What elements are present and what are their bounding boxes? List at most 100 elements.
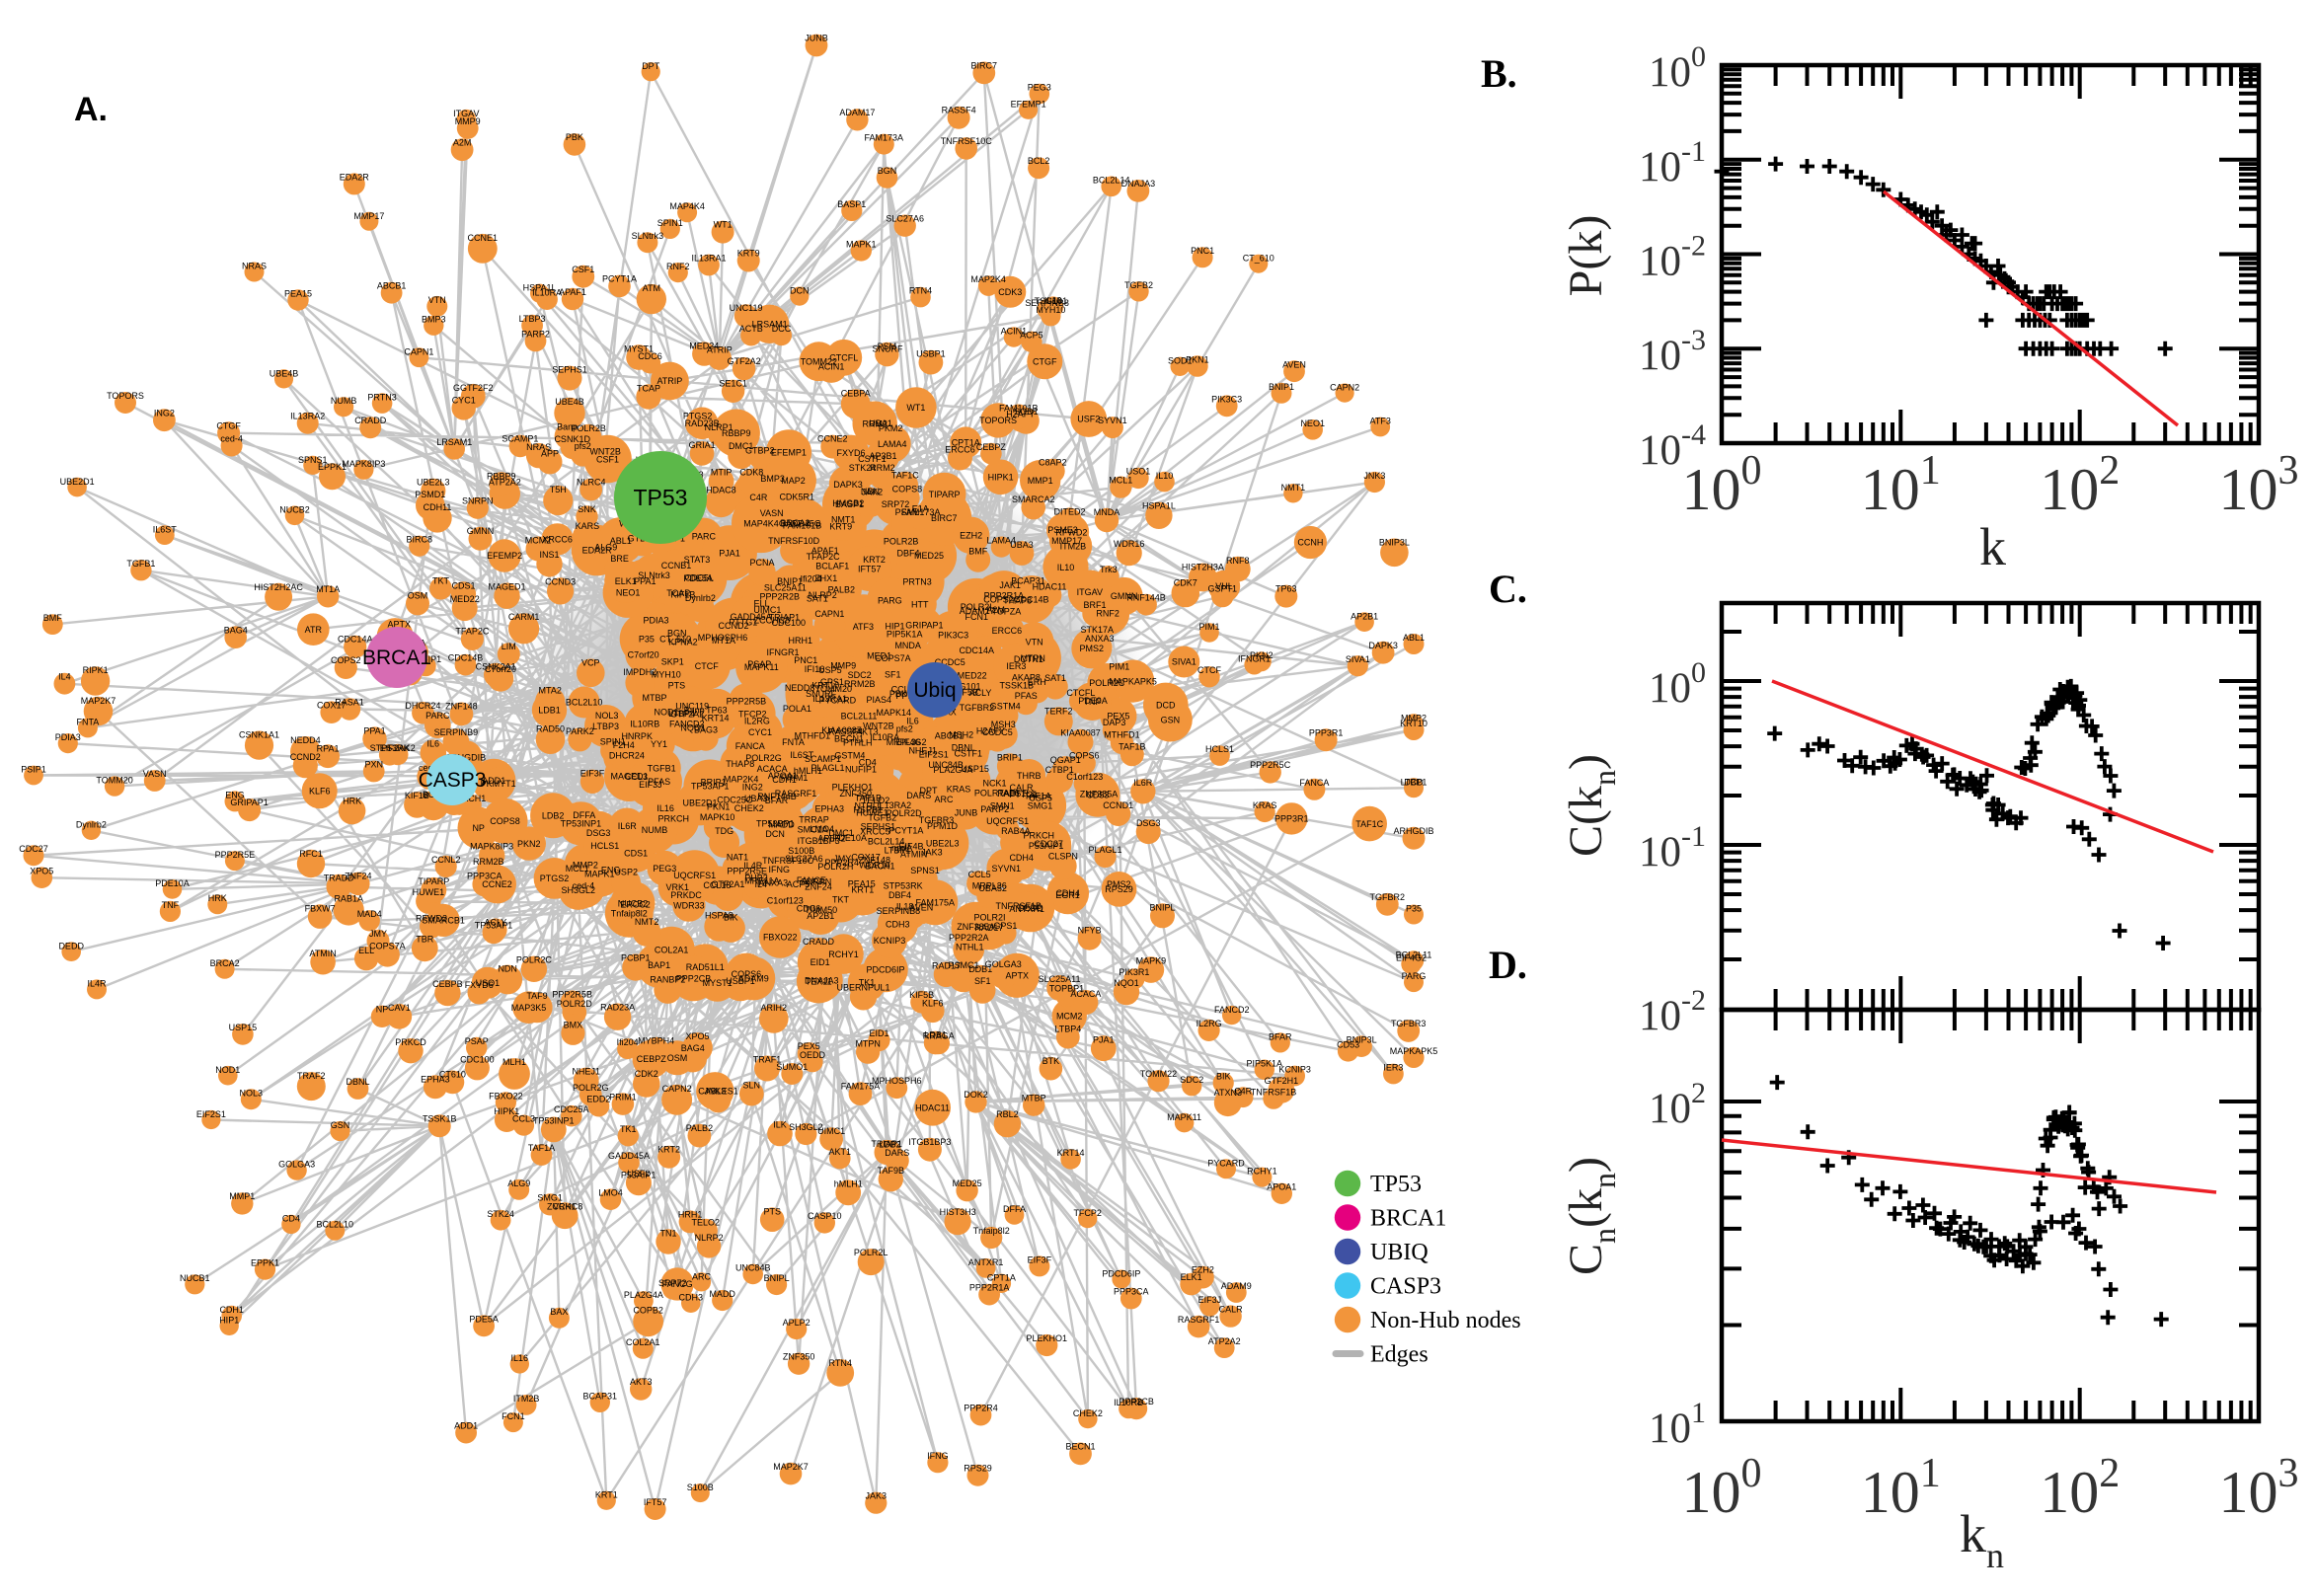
svg-text:OSM: OSM	[408, 591, 428, 601]
svg-text:BAX: BAX	[550, 1307, 568, 1317]
svg-text:PLEKHO1: PLEKHO1	[1027, 1333, 1068, 1343]
svg-text:BRCA1: BRCA1	[1370, 1206, 1446, 1232]
svg-text:F2H4: F2H4	[613, 740, 635, 750]
svg-text:MTBP: MTBP	[1022, 1094, 1046, 1103]
svg-text:ADD1: ADD1	[482, 776, 505, 786]
svg-text:ING2: ING2	[154, 408, 175, 418]
svg-text:TRAF1: TRAF1	[753, 1055, 782, 1065]
svg-text:POLR2C: POLR2C	[1089, 678, 1125, 688]
svg-text:Tnfaip8l2: Tnfaip8l2	[973, 1226, 1010, 1236]
svg-text:Ifi204: Ifi204	[617, 1037, 639, 1047]
svg-text:CDK8: CDK8	[739, 468, 763, 478]
svg-text:STK24: STK24	[487, 1209, 514, 1219]
svg-text:TAF9B: TAF9B	[878, 1166, 904, 1176]
svg-text:ATXN3: ATXN3	[1214, 1088, 1242, 1098]
svg-text:JUNB: JUNB	[805, 34, 828, 43]
svg-text:BCL2: BCL2	[1028, 156, 1050, 166]
svg-text:PKM2: PKM2	[879, 423, 903, 433]
svg-text:SMC1A: SMC1A	[798, 824, 828, 834]
svg-text:GMNN: GMNN	[1111, 591, 1138, 601]
svg-text:CD4: CD4	[859, 758, 877, 768]
svg-text:LIM: LIM	[502, 642, 516, 651]
svg-text:CAPN2: CAPN2	[662, 1084, 692, 1094]
svg-text:TAF9: TAF9	[526, 991, 547, 1001]
svg-text:RNF144B: RNF144B	[1126, 593, 1166, 603]
svg-text:Banp: Banp	[684, 706, 705, 716]
svg-text:H2AFY: H2AFY	[1006, 410, 1035, 419]
svg-text:KIF5B: KIF5B	[954, 688, 978, 698]
svg-text:CCNH: CCNH	[1297, 538, 1323, 548]
svg-text:GADD45A: GADD45A	[731, 612, 772, 622]
svg-text:NHEJ1: NHEJ1	[908, 745, 937, 755]
svg-text:ARHGDIB: ARHGDIB	[445, 753, 486, 763]
svg-text:SLC27A6: SLC27A6	[785, 854, 823, 864]
svg-text:LAMA4: LAMA4	[987, 535, 1017, 545]
svg-text:NLRP2: NLRP2	[809, 590, 837, 600]
svg-text:HRK: HRK	[208, 893, 227, 903]
svg-text:INS1: INS1	[539, 550, 559, 560]
svg-text:SPIN1: SPIN1	[600, 737, 626, 747]
svg-text:BNIP1: BNIP1	[1269, 382, 1294, 392]
svg-text:DNAJA3: DNAJA3	[805, 975, 839, 985]
svg-text:UBE4B: UBE4B	[555, 397, 584, 407]
svg-text:KCNIP3: KCNIP3	[1278, 1065, 1311, 1075]
svg-text:PIP5K1A: PIP5K1A	[887, 630, 923, 640]
svg-text:BGN: BGN	[667, 629, 687, 639]
svg-text:COPS6: COPS6	[732, 969, 762, 979]
svg-text:RBBP9: RBBP9	[722, 428, 751, 438]
svg-text:TP53: TP53	[1370, 1172, 1422, 1197]
svg-text:NEDD4: NEDD4	[290, 735, 321, 745]
svg-text:KPNA2: KPNA2	[668, 638, 698, 647]
svg-text:EDA2R: EDA2R	[340, 172, 370, 182]
svg-text:MNDA: MNDA	[1094, 507, 1120, 517]
svg-text:SIVA1: SIVA1	[1346, 654, 1370, 664]
svg-text:MMP17: MMP17	[1051, 536, 1082, 546]
svg-text:SERPINB8: SERPINB8	[1025, 298, 1069, 308]
svg-text:SPIN1: SPIN1	[657, 218, 683, 228]
svg-text:CCL5: CCL5	[968, 870, 991, 879]
svg-text:CABLES1: CABLES1	[698, 1087, 738, 1097]
svg-text:FNTA: FNTA	[782, 737, 805, 747]
svg-text:BACH1: BACH1	[865, 862, 894, 872]
svg-text:KIF1B: KIF1B	[670, 590, 695, 600]
svg-text:ZNF385A: ZNF385A	[957, 922, 995, 932]
svg-text:UBIQ: UBIQ	[1370, 1240, 1428, 1265]
svg-text:PCBP1: PCBP1	[621, 953, 651, 963]
svg-text:GADD45G: GADD45G	[779, 518, 821, 528]
svg-text:LTBP1: LTBP1	[885, 845, 911, 855]
svg-text:EFEMP1: EFEMP1	[771, 448, 807, 458]
svg-text:PDE10A: PDE10A	[832, 833, 867, 843]
svg-text:TNFRSF10C: TNFRSF10C	[762, 856, 814, 866]
svg-text:TOMM20: TOMM20	[815, 684, 852, 694]
svg-text:UIMC1: UIMC1	[817, 1126, 845, 1136]
svg-text:POLR2L: POLR2L	[854, 1248, 888, 1257]
svg-text:TEX11: TEX11	[806, 976, 832, 986]
svg-text:TSSK1B: TSSK1B	[423, 1113, 457, 1123]
svg-text:CD53: CD53	[1337, 1039, 1359, 1049]
svg-text:S100B: S100B	[788, 846, 814, 856]
svg-text:DAP3: DAP3	[1103, 718, 1126, 727]
svg-text:NBN: NBN	[861, 487, 880, 496]
svg-text:MCL1: MCL1	[566, 864, 589, 874]
svg-text:DPT: DPT	[642, 61, 660, 71]
svg-text:TOPORS: TOPORS	[979, 416, 1017, 425]
svg-text:MED1: MED1	[867, 650, 891, 660]
svg-text:TGFB2: TGFB2	[1124, 280, 1153, 290]
svg-text:ATRIP: ATRIP	[656, 376, 682, 386]
svg-text:SRP72: SRP72	[882, 499, 910, 509]
svg-text:RAD23B: RAD23B	[685, 418, 720, 428]
svg-text:HRH1: HRH1	[789, 636, 813, 646]
svg-text:LDB2: LDB2	[542, 811, 565, 821]
svg-text:XPO5: XPO5	[30, 866, 53, 875]
svg-text:PDCD6IP: PDCD6IP	[866, 965, 904, 975]
svg-text:ATP2A2: ATP2A2	[1208, 1336, 1241, 1346]
svg-text:JAK1: JAK1	[999, 580, 1021, 590]
svg-text:CAPN2: CAPN2	[1330, 382, 1359, 392]
svg-text:ITGAV: ITGAV	[453, 109, 479, 118]
svg-text:AKT3: AKT3	[630, 1377, 653, 1387]
svg-text:OSM: OSM	[667, 1053, 688, 1063]
svg-text:HUWE1: HUWE1	[856, 808, 888, 818]
svg-text:BMP3: BMP3	[760, 474, 785, 484]
svg-text:SCAMP1: SCAMP1	[502, 434, 538, 444]
svg-text:CDH3: CDH3	[679, 1292, 704, 1302]
